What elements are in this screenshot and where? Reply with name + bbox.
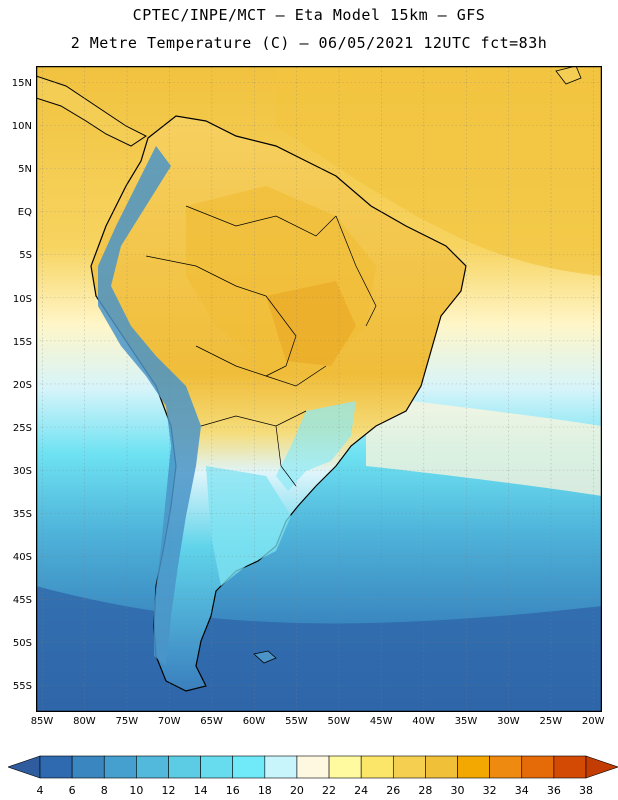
colorbar-tick-label: 38 [579,784,593,797]
colorbar-segment [136,755,169,779]
latitude-label: 5N [18,164,32,176]
longitude-label: 65W [200,716,223,727]
colorbar-segment [232,755,266,779]
latitude-label: EQ [17,207,32,219]
colorbar-tick-label: 20 [289,784,304,797]
longitude-label: 85W [30,716,54,727]
colorbar-tick-label: 16 [225,784,240,797]
colorbar-tick-label: 8 [100,784,108,797]
longitude-label: 30W [497,716,520,727]
temperature-map [36,66,602,712]
longitude-label: 55W [285,716,308,727]
longitude-label: 35W [454,716,478,727]
colorbar-segment [392,755,426,779]
latitude-label: 25S [12,422,32,434]
map-border [36,66,602,712]
colorbar-segment [39,755,73,779]
colorbar-tick-label: 30 [450,784,465,797]
latitude-label: 15N [11,78,32,89]
map-title-line-2: 2 Metre Temperature (C) – 06/05/2021 12U… [70,34,548,52]
colorbar-tick-label: 34 [514,784,529,797]
colorbar-segment [360,755,394,779]
longitude-label: 80W [73,716,96,727]
colorbar-segment [553,755,587,779]
longitude-label: 75W [115,716,139,727]
latitude-label: 20S [12,379,32,391]
map-title-line-1: CPTEC/INPE/MCT – Eta Model 15km – GFS [132,6,486,24]
colorbar-high-end [585,755,618,779]
colorbar-segment [457,755,490,779]
longitude-label: 60W [242,716,266,727]
colorbar-tick-label: 4 [36,784,44,797]
latitude-label: 50S [12,638,32,650]
latitude-label: 35S [12,509,32,520]
colorbar-tick-label: 28 [418,784,433,797]
lat-lon-grid [36,66,602,712]
longitude-label: 25W [539,716,563,727]
longitude-label: 20W [581,716,605,727]
colorbar-tick-label: 24 [354,784,369,797]
colorbar-tick-label: 18 [257,784,272,797]
colorbar-tick-label: 32 [482,784,497,797]
colorbar-tick-label: 26 [386,784,401,797]
colorbar-segment [328,755,362,779]
latitude-label: 55S [12,681,32,693]
colorbar-tick-label: 10 [129,784,144,797]
colorbar-segment [521,755,555,779]
colorbar-tick-label: 14 [193,784,208,797]
colorbar-segment [200,755,234,779]
longitude-label: 70W [157,716,181,727]
colorbar-segment [264,755,298,779]
latitude-label: 10S [12,293,32,305]
colorbar-tick-label: 6 [68,784,76,797]
colorbar-segment [103,755,137,779]
latitude-label: 30S [12,465,32,477]
temperature-colorbar [8,755,618,779]
longitude-label: 40W [412,716,435,727]
longitude-label: 50W [327,716,351,727]
latitude-label: 40S [12,552,32,564]
colorbar-segment [489,755,523,779]
colorbar-segment [168,755,201,779]
latitude-label: 5S [19,250,32,262]
latitude-label: 10N [11,121,32,133]
colorbar-tick-label: 22 [322,784,337,797]
colorbar-segment [296,755,330,779]
colorbar-segment [71,755,105,779]
longitude-label: 45W [369,716,393,727]
colorbar-low-end [8,755,41,779]
colorbar-segment [425,755,458,779]
colorbar-tick-label: 12 [161,784,176,797]
colorbar-tick-label: 36 [546,784,561,797]
latitude-label: 15S [12,336,32,348]
latitude-label: 45S [12,595,32,607]
